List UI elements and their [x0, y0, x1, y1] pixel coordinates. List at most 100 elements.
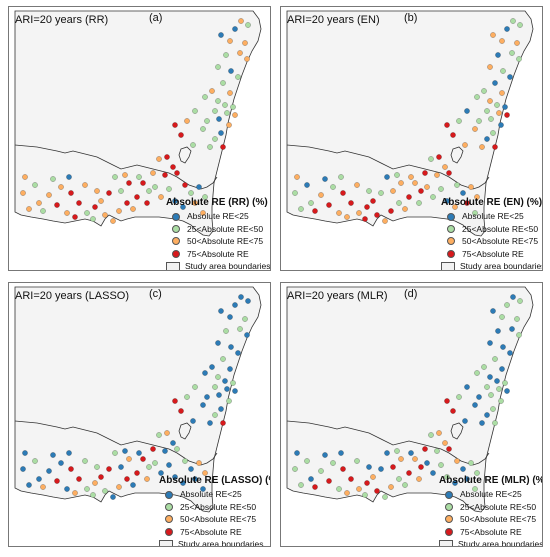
- station-point: [344, 214, 350, 220]
- station-point: [245, 298, 251, 304]
- station-point: [442, 164, 448, 170]
- station-point: [46, 192, 52, 198]
- station-point: [495, 52, 501, 58]
- station-point: [430, 194, 436, 200]
- station-point: [144, 476, 150, 482]
- legend-item-boundary: Study area boundaries: [166, 260, 270, 270]
- station-point: [464, 384, 470, 390]
- station-point: [294, 174, 300, 180]
- station-point: [190, 418, 196, 424]
- station-point: [344, 490, 350, 496]
- station-point: [212, 384, 218, 390]
- station-point: [438, 186, 444, 192]
- station-point: [228, 344, 234, 350]
- station-point: [500, 344, 506, 350]
- station-point: [112, 450, 118, 456]
- station-point: [364, 480, 370, 486]
- station-point: [450, 132, 456, 138]
- station-point: [450, 408, 456, 414]
- study-area-map: [286, 286, 534, 513]
- station-point: [212, 412, 218, 418]
- station-point: [452, 480, 458, 486]
- station-point: [218, 308, 224, 314]
- station-point: [408, 450, 414, 456]
- station-point: [422, 170, 428, 176]
- station-point: [354, 182, 360, 188]
- station-point: [116, 484, 122, 490]
- station-point: [207, 420, 213, 426]
- station-point: [356, 486, 362, 492]
- legend-dot-icon: [172, 225, 180, 234]
- station-point: [509, 50, 515, 56]
- station-point: [402, 482, 408, 488]
- station-point: [32, 458, 38, 464]
- station-point: [136, 450, 142, 456]
- station-point: [84, 486, 90, 492]
- legend-item: 25<Absolute RE<50: [166, 223, 270, 235]
- station-point: [488, 392, 494, 398]
- station-point: [174, 170, 180, 176]
- legend-label: 50<Absolute RE<75: [460, 514, 537, 525]
- station-point: [130, 482, 136, 488]
- legend-item: Absolute RE<25: [439, 488, 542, 500]
- legend-label: Absolute RE<25: [462, 211, 524, 222]
- station-point: [510, 18, 516, 24]
- station-point: [158, 194, 164, 200]
- station-point: [454, 458, 460, 464]
- station-point: [462, 418, 468, 424]
- station-point: [220, 420, 226, 426]
- station-point: [215, 98, 221, 104]
- station-point: [196, 184, 202, 190]
- legend-dot-icon: [445, 527, 453, 536]
- station-point: [322, 176, 328, 182]
- station-point: [98, 198, 104, 204]
- station-point: [122, 448, 128, 454]
- station-point: [218, 32, 224, 38]
- station-point: [118, 188, 124, 194]
- station-point: [202, 470, 208, 476]
- station-point: [235, 350, 241, 356]
- panel-title: ARI=20 years (RR): [15, 14, 109, 26]
- station-point: [406, 194, 412, 200]
- station-point: [172, 122, 178, 128]
- station-point: [502, 104, 508, 110]
- station-point: [418, 464, 424, 470]
- station-point: [434, 172, 440, 178]
- station-point: [228, 68, 234, 74]
- station-point: [200, 210, 206, 216]
- station-point: [68, 466, 74, 472]
- legend-label: Absolute RE<25: [187, 211, 249, 222]
- station-point: [245, 22, 251, 28]
- station-point: [170, 164, 176, 170]
- legend-label: 25<Absolute RE<50: [180, 501, 257, 512]
- station-point: [22, 174, 28, 180]
- station-point: [444, 122, 450, 128]
- station-point: [209, 88, 215, 94]
- legend-dot-icon: [165, 527, 173, 536]
- station-point: [237, 326, 243, 332]
- station-point: [216, 116, 222, 122]
- study-area-map: [14, 286, 262, 513]
- station-point: [166, 186, 172, 192]
- station-point: [292, 466, 298, 472]
- legend-item: 25<Absolute RE<50: [439, 501, 542, 513]
- station-point: [200, 402, 206, 408]
- station-point: [172, 198, 178, 204]
- station-point: [92, 480, 98, 486]
- station-point: [356, 210, 362, 216]
- station-point: [487, 64, 493, 70]
- station-point: [126, 456, 132, 462]
- legend-label: 75<Absolute RE: [187, 248, 249, 259]
- station-point: [412, 456, 418, 462]
- station-point: [496, 110, 502, 116]
- station-point: [428, 156, 434, 162]
- study-area-boundary: [14, 10, 262, 237]
- station-point: [224, 386, 230, 392]
- station-point: [200, 126, 206, 132]
- station-point: [223, 328, 229, 334]
- act-boundary: [178, 146, 192, 164]
- station-point: [492, 144, 498, 150]
- station-point: [172, 398, 178, 404]
- legend-dot-icon: [447, 249, 455, 258]
- station-point: [32, 182, 38, 188]
